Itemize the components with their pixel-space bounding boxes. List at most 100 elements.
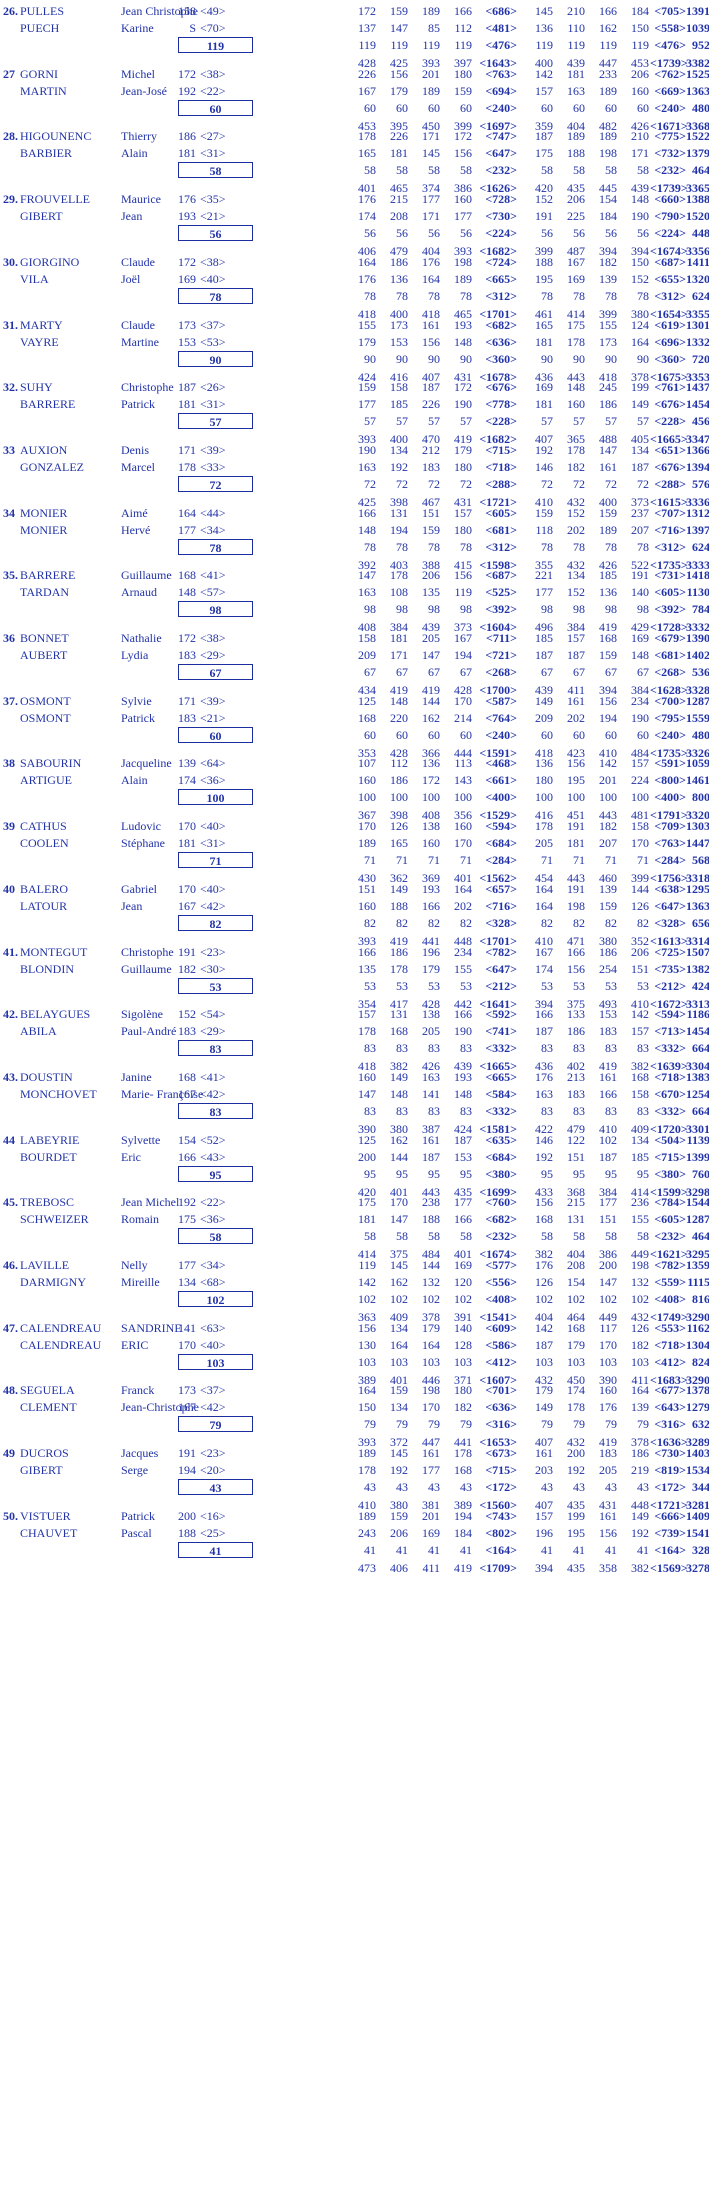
player1-handicap-value: <44> bbox=[200, 506, 226, 520]
series-subtotal: <1682> bbox=[479, 432, 517, 446]
game-score: 418 bbox=[358, 307, 376, 321]
game-score: 166 bbox=[422, 899, 440, 913]
game-score: 103 bbox=[358, 1355, 376, 1369]
row-total: 1382 bbox=[686, 962, 709, 976]
game-score: 57 bbox=[460, 414, 472, 428]
player2-last-name: SCHWEIZER bbox=[20, 1212, 89, 1226]
series-subtotal: <586> bbox=[485, 1338, 517, 1352]
player2-handicap-value: <21> bbox=[200, 209, 226, 223]
player1-handicap-value: <52> bbox=[200, 1133, 226, 1147]
series-subtotal: <1756> bbox=[650, 871, 688, 885]
team-handicap-box: 95 bbox=[178, 1166, 253, 1182]
game-score: 142 bbox=[599, 756, 617, 770]
game-score: 149 bbox=[631, 397, 649, 411]
series-subtotal: <686> bbox=[485, 4, 517, 18]
row-total: 464 bbox=[692, 163, 709, 177]
score-row: 178 168 205 190 <741> 187 186 183 157 <713> 1454 bbox=[0, 1024, 709, 1038]
game-score: 405 bbox=[631, 432, 649, 446]
row-total: 1312 bbox=[686, 506, 709, 520]
game-score: 82 bbox=[396, 916, 408, 930]
game-score: 125 bbox=[358, 1133, 376, 1147]
game-score: 392 bbox=[358, 558, 376, 572]
game-score: 184 bbox=[599, 209, 617, 223]
game-score: 161 bbox=[599, 1070, 617, 1084]
game-score: 382 bbox=[535, 1247, 553, 1261]
team-handicap-box: 100 bbox=[178, 789, 253, 805]
series-subtotal: <172> bbox=[485, 1480, 517, 1494]
series-subtotal: <655> bbox=[654, 272, 686, 286]
game-score: 414 bbox=[567, 307, 585, 321]
team-handicap-box: 71 bbox=[178, 852, 253, 868]
game-score: 189 bbox=[599, 84, 617, 98]
player1-average: 141 bbox=[178, 1321, 196, 1335]
game-score: 522 bbox=[631, 558, 649, 572]
game-score: 454 bbox=[535, 871, 553, 885]
series-subtotal: <619> bbox=[654, 318, 686, 332]
row-total: 1403 bbox=[686, 1446, 709, 1460]
game-score: 165 bbox=[535, 318, 553, 332]
game-score: 83 bbox=[428, 1041, 440, 1055]
player1-handicap-value: <37> bbox=[200, 1383, 226, 1397]
player2-handicap-value: <21> bbox=[200, 711, 226, 725]
game-score: 425 bbox=[390, 56, 408, 70]
player2-first-name: Jean-Christophe bbox=[121, 1400, 199, 1414]
game-score: 134 bbox=[390, 1321, 408, 1335]
game-score: 406 bbox=[390, 1561, 408, 1575]
row-total: 1522 bbox=[686, 129, 709, 143]
series-subtotal: <1674> bbox=[479, 1247, 517, 1261]
row-total: 1507 bbox=[686, 945, 709, 959]
game-score: 180 bbox=[454, 1383, 472, 1397]
game-score: 157 bbox=[535, 1509, 553, 1523]
score-row: 393 400 470 419 <1682> 407 365 488 405 <1665> 3347 bbox=[0, 432, 709, 446]
score-row: 243 206 169 184 <802> 196 195 156 192 <739> 1541 bbox=[0, 1526, 709, 1540]
player2-handicap-value: <43> bbox=[200, 1150, 226, 1164]
series-subtotal: <1683> bbox=[650, 1373, 688, 1387]
series-subtotal: <587> bbox=[485, 694, 517, 708]
series-subtotal: <819> bbox=[654, 1463, 686, 1477]
game-score: 389 bbox=[454, 1498, 472, 1512]
row-total: 664 bbox=[692, 1041, 709, 1055]
game-score: 90 bbox=[428, 352, 440, 366]
game-score: 191 bbox=[631, 568, 649, 582]
game-score: 155 bbox=[631, 1212, 649, 1226]
score-row: 60 60 60 60 <240> 60 60 60 60 <240> 480 bbox=[0, 728, 709, 742]
player2-last-name: CLEMENT bbox=[20, 1400, 77, 1414]
player1-first-name: Aimé bbox=[121, 506, 148, 520]
player2-handicap-value: <31> bbox=[200, 836, 226, 850]
team-rank: 37. bbox=[3, 694, 18, 708]
series-subtotal: <636> bbox=[485, 1400, 517, 1414]
game-score: 135 bbox=[358, 962, 376, 976]
player2-first-name: Alain bbox=[121, 146, 148, 160]
game-score: 410 bbox=[358, 1498, 376, 1512]
series-subtotal: <647> bbox=[485, 146, 517, 160]
row-total: 1378 bbox=[686, 1383, 709, 1397]
series-subtotal: <408> bbox=[654, 1292, 686, 1306]
game-score: 406 bbox=[358, 244, 376, 258]
game-score: 41 bbox=[637, 1543, 649, 1557]
player1-last-name: MONTEGUT bbox=[20, 945, 88, 959]
game-score: 43 bbox=[428, 1480, 440, 1494]
game-score: 198 bbox=[567, 899, 585, 913]
row-total: 3304 bbox=[686, 1059, 709, 1073]
game-score: 82 bbox=[460, 916, 472, 930]
game-score: 148 bbox=[567, 380, 585, 394]
game-score: 98 bbox=[428, 602, 440, 616]
score-row: 354 417 428 442 <1641> 394 375 493 410 <1672> 3313 bbox=[0, 997, 709, 1011]
row-total: 3295 bbox=[686, 1247, 709, 1261]
game-score: 187 bbox=[599, 1150, 617, 1164]
game-score: 170 bbox=[422, 1400, 440, 1414]
team-handicap-box: 41 bbox=[178, 1542, 253, 1558]
row-total: 1115 bbox=[687, 1275, 709, 1289]
series-subtotal: <232> bbox=[485, 163, 517, 177]
player1-handicap-value: <40> bbox=[200, 819, 226, 833]
game-score: 443 bbox=[567, 370, 585, 384]
series-subtotal: <707> bbox=[654, 506, 686, 520]
series-subtotal: <332> bbox=[485, 1041, 517, 1055]
game-score: 178 bbox=[358, 1024, 376, 1038]
series-subtotal: <696> bbox=[654, 335, 686, 349]
row-total: 1130 bbox=[686, 585, 709, 599]
score-row: 200 144 187 153 <684> 192 151 187 185 <715> 1399 bbox=[0, 1150, 709, 1164]
game-score: 192 bbox=[631, 1526, 649, 1540]
series-subtotal: <800> bbox=[654, 773, 686, 787]
player1-average: 170 bbox=[178, 882, 196, 896]
